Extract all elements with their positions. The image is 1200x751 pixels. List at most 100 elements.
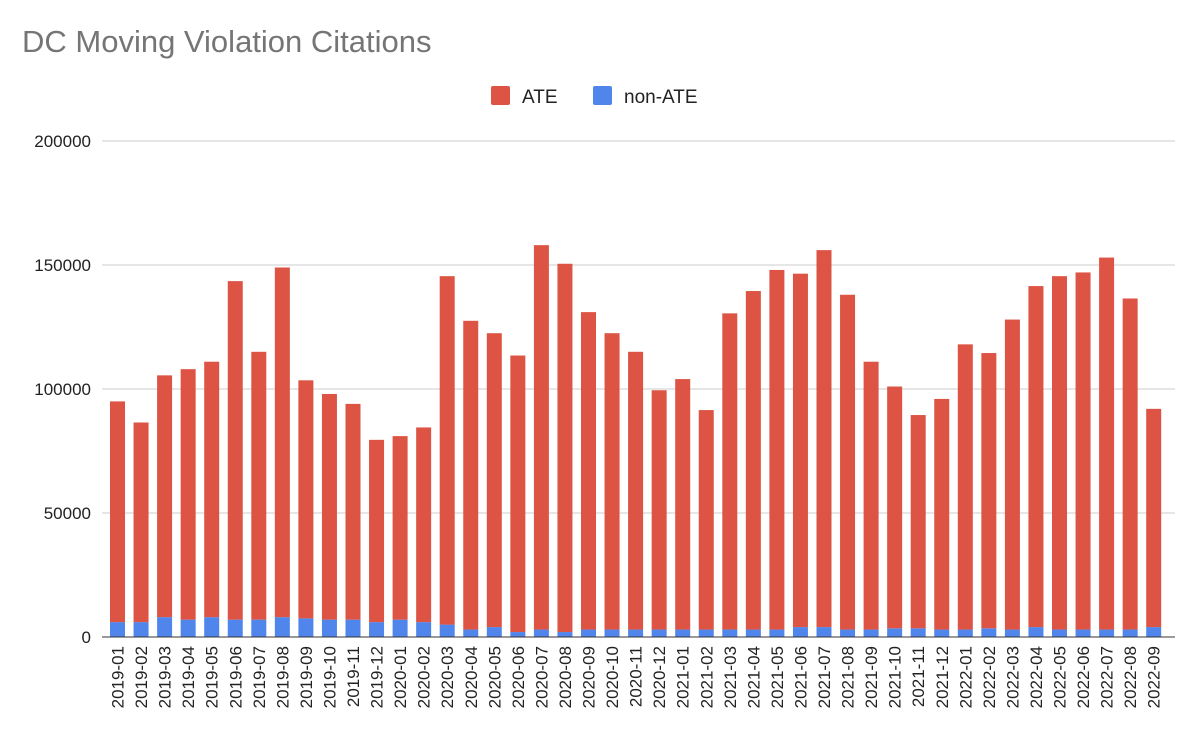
bar-ate-2022-09[interactable] <box>1146 408 1162 628</box>
bar-ate-2019-03[interactable] <box>157 375 173 618</box>
bar-ate-2022-01[interactable] <box>957 344 973 630</box>
bar-non-ate-2021-09[interactable] <box>863 629 879 637</box>
bar-non-ate-2022-08[interactable] <box>1122 629 1138 637</box>
bar-non-ate-2020-10[interactable] <box>604 629 620 637</box>
bar-ate-2022-04[interactable] <box>1028 286 1044 628</box>
bar-non-ate-2021-06[interactable] <box>792 627 808 637</box>
bar-non-ate-2019-07[interactable] <box>251 619 267 637</box>
bar-non-ate-2019-11[interactable] <box>345 619 361 637</box>
bar-non-ate-2020-08[interactable] <box>557 632 573 637</box>
bar-non-ate-2020-05[interactable] <box>486 627 502 637</box>
bar-ate-2022-03[interactable] <box>1004 319 1020 630</box>
bar-ate-2019-08[interactable] <box>274 267 290 618</box>
bar-ate-2019-06[interactable] <box>227 281 243 620</box>
bar-non-ate-2019-01[interactable] <box>110 622 125 637</box>
bar-ate-2022-08[interactable] <box>1122 298 1138 630</box>
bar-ate-2020-12[interactable] <box>651 390 667 630</box>
bar-non-ate-2022-04[interactable] <box>1028 627 1044 637</box>
bar-non-ate-2020-06[interactable] <box>510 632 526 637</box>
bar-ate-2020-04[interactable] <box>463 320 479 630</box>
x-tick-label: 2020-07 <box>532 646 551 708</box>
bar-ate-2020-01[interactable] <box>392 436 408 620</box>
bar-non-ate-2021-12[interactable] <box>934 629 950 637</box>
bar-non-ate-2020-03[interactable] <box>439 624 455 637</box>
bar-ate-2021-07[interactable] <box>816 250 832 628</box>
bar-ate-2019-02[interactable] <box>133 422 149 623</box>
bar-non-ate-2020-12[interactable] <box>651 629 667 637</box>
bar-non-ate-2021-02[interactable] <box>698 629 714 637</box>
bar-non-ate-2022-02[interactable] <box>981 628 997 637</box>
bar-ate-2021-06[interactable] <box>792 273 808 628</box>
bar-ate-2020-08[interactable] <box>557 263 573 633</box>
bar-non-ate-2020-09[interactable] <box>581 629 596 637</box>
bar-non-ate-2021-08[interactable] <box>840 629 856 637</box>
x-tick-label: 2019-08 <box>273 646 292 708</box>
x-tick-label: 2022-08 <box>1121 646 1140 708</box>
legend-item-non-ate[interactable]: non-ATE <box>593 86 698 108</box>
legend-item-ate[interactable]: ATE <box>491 86 558 108</box>
bar-ate-2021-12[interactable] <box>934 398 950 630</box>
bar-ate-2019-12[interactable] <box>369 439 385 623</box>
bar-non-ate-2020-04[interactable] <box>463 629 479 637</box>
bar-non-ate-2022-01[interactable] <box>957 629 973 637</box>
bar-ate-2020-02[interactable] <box>416 427 432 623</box>
bar-ate-2021-08[interactable] <box>840 294 856 630</box>
bar-non-ate-2019-12[interactable] <box>369 622 385 637</box>
bar-ate-2021-03[interactable] <box>722 313 738 630</box>
bar-ate-2022-07[interactable] <box>1099 257 1115 630</box>
bar-non-ate-2021-03[interactable] <box>722 629 738 637</box>
bar-non-ate-2019-09[interactable] <box>298 618 314 637</box>
bar-ate-2021-11[interactable] <box>910 415 926 629</box>
bar-non-ate-2022-03[interactable] <box>1004 629 1020 637</box>
bar-ate-2019-09[interactable] <box>298 380 314 619</box>
bar-ate-2019-01[interactable] <box>110 401 125 623</box>
bar-non-ate-2021-01[interactable] <box>675 629 691 637</box>
bar-non-ate-2020-02[interactable] <box>416 622 432 637</box>
bar-non-ate-2022-07[interactable] <box>1099 629 1115 637</box>
bar-non-ate-2020-01[interactable] <box>392 619 408 637</box>
bar-ate-2020-03[interactable] <box>439 276 455 625</box>
bar-ate-2019-05[interactable] <box>204 361 220 618</box>
bar-ate-2022-05[interactable] <box>1052 276 1067 630</box>
bar-ate-2020-07[interactable] <box>533 245 549 630</box>
bar-non-ate-2019-05[interactable] <box>204 617 220 637</box>
bar-ate-2021-10[interactable] <box>887 386 903 629</box>
bar-ate-2022-06[interactable] <box>1075 272 1091 630</box>
bar-ate-2021-02[interactable] <box>698 410 714 630</box>
bar-ate-2020-05[interactable] <box>486 333 502 628</box>
bar-ate-2019-04[interactable] <box>180 369 196 620</box>
x-tick-label: 2021-04 <box>744 646 763 708</box>
bar-non-ate-2019-06[interactable] <box>227 619 243 637</box>
bar-non-ate-2022-06[interactable] <box>1075 629 1091 637</box>
bar-non-ate-2021-05[interactable] <box>769 629 785 637</box>
bar-non-ate-2020-07[interactable] <box>533 629 549 637</box>
bar-non-ate-2021-10[interactable] <box>887 628 903 637</box>
x-tick-label: 2021-08 <box>839 646 858 708</box>
bar-non-ate-2022-09[interactable] <box>1146 627 1162 637</box>
bar-ate-2020-09[interactable] <box>581 312 596 630</box>
bar-non-ate-2020-11[interactable] <box>628 629 644 637</box>
bar-ate-2019-10[interactable] <box>321 393 337 620</box>
bar-ate-2019-07[interactable] <box>251 351 267 620</box>
bar-non-ate-2019-10[interactable] <box>321 619 337 637</box>
legend-swatch-non-ate <box>593 86 612 105</box>
bar-ate-2021-01[interactable] <box>675 379 691 630</box>
bar-ate-2021-09[interactable] <box>863 361 879 630</box>
bar-ate-2020-11[interactable] <box>628 351 644 630</box>
bar-non-ate-2019-02[interactable] <box>133 622 149 637</box>
bar-ate-2020-06[interactable] <box>510 355 526 633</box>
bar-non-ate-2021-04[interactable] <box>745 629 761 637</box>
bar-non-ate-2019-08[interactable] <box>274 617 290 637</box>
x-tick-label: 2021-09 <box>862 646 881 708</box>
bar-non-ate-2019-03[interactable] <box>157 617 173 637</box>
bar-ate-2021-04[interactable] <box>745 291 761 630</box>
bar-non-ate-2021-07[interactable] <box>816 627 832 637</box>
bar-ate-2021-05[interactable] <box>769 269 785 630</box>
bar-ate-2020-10[interactable] <box>604 333 620 630</box>
bar-non-ate-2019-04[interactable] <box>180 619 196 637</box>
bar-ate-2022-02[interactable] <box>981 353 997 629</box>
x-tick-label: 2022-09 <box>1145 646 1164 708</box>
bar-non-ate-2021-11[interactable] <box>910 628 926 637</box>
bar-ate-2019-11[interactable] <box>345 403 361 620</box>
bar-non-ate-2022-05[interactable] <box>1052 629 1067 637</box>
